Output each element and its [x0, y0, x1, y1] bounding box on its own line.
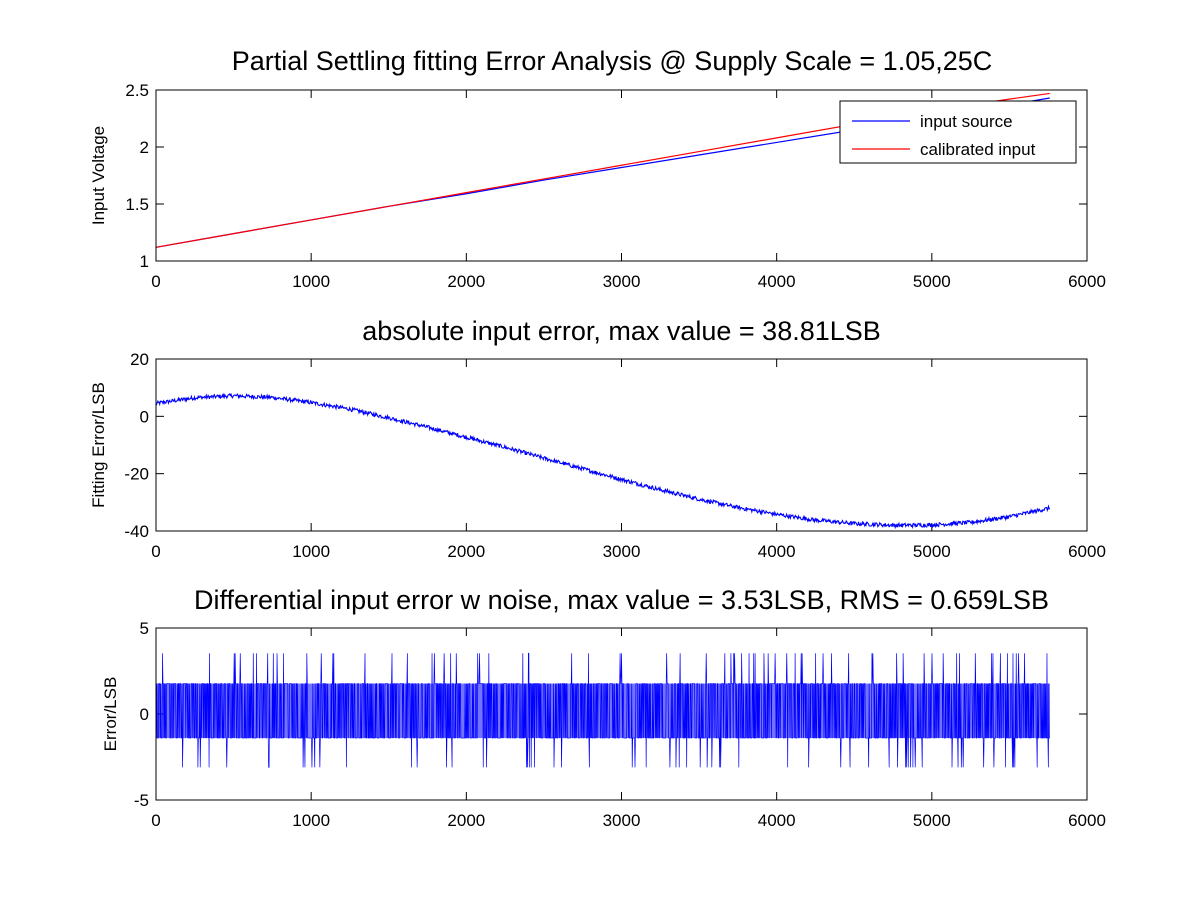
- x-tick-label: 0: [151, 272, 160, 291]
- y-tick-label: 20: [130, 350, 149, 369]
- x-tick-label: 0: [151, 811, 160, 830]
- legend-entry: input source: [920, 112, 1013, 131]
- x-tick-label: 2000: [447, 811, 485, 830]
- y-tick-label: 0: [140, 407, 149, 426]
- x-tick-label: 4000: [758, 811, 796, 830]
- axes-frame: [155, 627, 1088, 801]
- x-tick-label: 4000: [758, 542, 796, 561]
- x-tick-label: 1000: [292, 811, 330, 830]
- figure-title: Partial Settling fitting Error Analysis …: [232, 46, 993, 76]
- y-tick-label: 1.5: [125, 195, 149, 214]
- subplot-absolute-error: absolute input error, max value = 38.81L…: [89, 316, 1106, 561]
- y-tick-label: 5: [140, 619, 149, 638]
- x-tick-label: 3000: [603, 542, 641, 561]
- y-tick-label: 0: [140, 705, 149, 724]
- subplot-differential-error: Differential input error w noise, max va…: [101, 585, 1106, 830]
- y-axis-label: Fitting Error/LSB: [89, 382, 108, 508]
- x-tick-label: 1000: [292, 542, 330, 561]
- x-tick-label: 3000: [603, 272, 641, 291]
- legend-entry: calibrated input: [920, 140, 1036, 159]
- y-tick-label: -20: [124, 465, 149, 484]
- plot-area: [156, 359, 1087, 531]
- y-axis-label: Input Voltage: [89, 126, 108, 225]
- x-tick-label: 6000: [1068, 272, 1106, 291]
- x-tick-label: 6000: [1068, 542, 1106, 561]
- x-tick-label: 6000: [1068, 811, 1106, 830]
- x-tick-label: 1000: [292, 272, 330, 291]
- y-tick-label: 2.5: [125, 81, 149, 100]
- axes-frame: [155, 89, 1088, 262]
- y-tick-label: -40: [124, 522, 149, 541]
- subplot-input-voltage: Input Voltage 0 1000 2000 3000 4000 5000 6000 1 1…: [89, 81, 1106, 291]
- x-tick-label: 5000: [913, 542, 951, 561]
- subplot-title: absolute input error, max value = 38.81L…: [362, 316, 881, 346]
- x-tick-label: 5000: [913, 811, 951, 830]
- x-tick-label: 2000: [447, 542, 485, 561]
- x-tick-label: 0: [151, 542, 160, 561]
- y-tick-label: 1: [140, 252, 149, 271]
- x-tick-label: 3000: [603, 811, 641, 830]
- subplot-title: Differential input error w noise, max va…: [194, 585, 1049, 615]
- legend-box: [839, 100, 1077, 164]
- axes-frame: [155, 358, 1088, 532]
- y-axis-label: Error/LSB: [101, 677, 120, 752]
- series-line-fitting-error: [155, 392, 1051, 530]
- y-tick-label: 2: [140, 138, 149, 157]
- y-tick-label: -5: [134, 791, 149, 810]
- x-tick-label: 5000: [913, 272, 951, 291]
- x-tick-label: 4000: [758, 272, 796, 291]
- x-tick-label: 2000: [447, 272, 485, 291]
- series-band-differential-error: [156, 683, 1050, 739]
